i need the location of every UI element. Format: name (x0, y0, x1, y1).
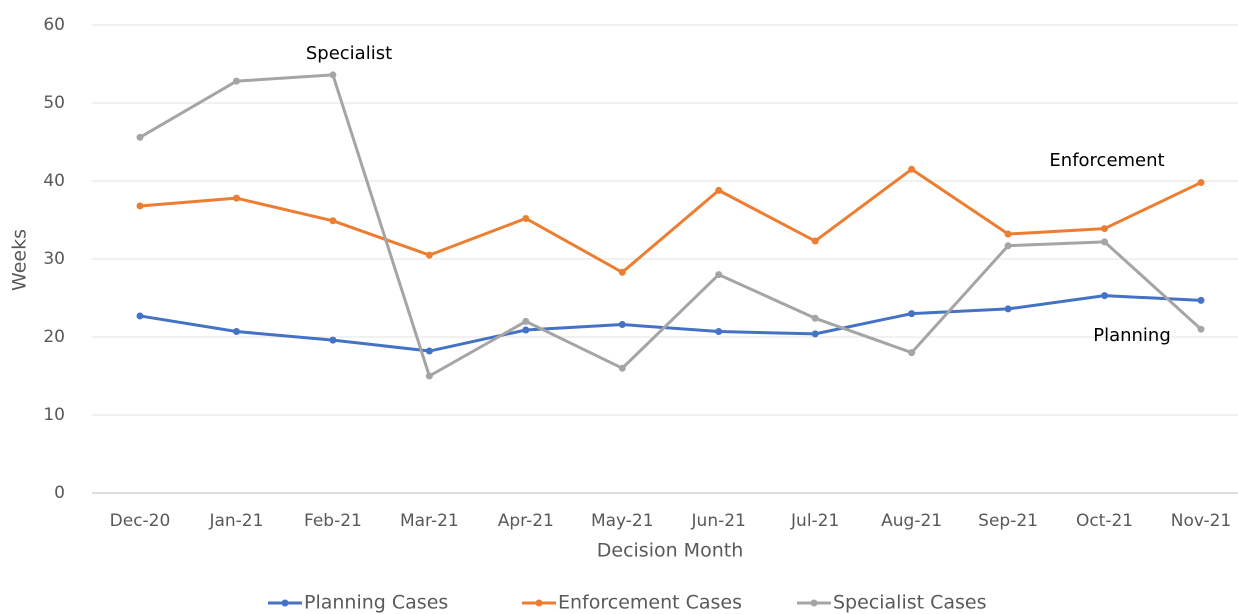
point (232, 77, 240, 85)
legend-marker (535, 599, 543, 607)
point (425, 347, 433, 355)
point (329, 71, 337, 79)
x-axis-title: Decision Month (597, 540, 743, 562)
point (1101, 238, 1109, 246)
point (232, 328, 240, 336)
point (1004, 242, 1012, 250)
x-tick-label: Jun-21 (691, 511, 746, 531)
point (1197, 179, 1205, 187)
point (136, 133, 144, 141)
point (329, 217, 337, 225)
point (811, 330, 819, 338)
point (1101, 225, 1109, 233)
point (232, 194, 240, 202)
point (425, 372, 433, 380)
point (908, 310, 916, 318)
y-tick-label: 20 (43, 327, 65, 347)
legend-label: Planning Cases (304, 592, 448, 614)
x-tick-label: Apr-21 (498, 511, 554, 531)
annotation: Enforcement (1049, 150, 1164, 171)
series-line (139, 73, 1203, 378)
y-tick-label: 40 (43, 171, 65, 191)
y-tick-label: 0 (54, 483, 65, 503)
x-tick-label: Nov-21 (1171, 511, 1232, 531)
point (425, 251, 433, 259)
point (715, 186, 723, 194)
annotation: Planning (1093, 325, 1171, 346)
y-tick-label: 30 (43, 249, 65, 269)
x-tick-label: Dec-20 (110, 511, 171, 531)
x-tick-label: Oct-21 (1076, 511, 1133, 531)
point (618, 268, 626, 276)
x-tick-label: Jul-21 (790, 511, 839, 531)
point (136, 202, 144, 210)
legend-label: Enforcement Cases (558, 592, 742, 614)
point (1004, 305, 1012, 313)
point (522, 214, 530, 222)
point (329, 336, 337, 344)
legend-marker (281, 599, 289, 607)
point (522, 317, 530, 325)
x-tick-label: Jan-21 (208, 511, 263, 531)
point (1101, 292, 1109, 300)
x-tick-label: Mar-21 (400, 511, 459, 531)
point (618, 364, 626, 372)
point (1197, 325, 1205, 333)
point (715, 328, 723, 336)
point (136, 312, 144, 320)
point (522, 326, 530, 334)
legend-marker (810, 599, 818, 607)
x-tick-label: Feb-21 (304, 511, 362, 531)
point (618, 321, 626, 329)
y-axis-title: Weeks (9, 229, 31, 291)
y-tick-label: 60 (43, 15, 65, 35)
point (811, 237, 819, 245)
point (811, 314, 819, 322)
point (908, 165, 916, 173)
point (1197, 296, 1205, 304)
x-tick-label: May-21 (591, 511, 654, 531)
annotation: Specialist (306, 43, 392, 64)
series-line (139, 167, 1202, 274)
point (1004, 230, 1012, 238)
y-tick-label: 10 (43, 405, 65, 425)
legend-label: Specialist Cases (833, 592, 987, 614)
x-tick-label: Sep-21 (978, 511, 1038, 531)
point (715, 271, 723, 279)
series-line (139, 294, 1202, 353)
point (908, 349, 916, 357)
y-tick-label: 50 (43, 93, 65, 113)
x-tick-label: Aug-21 (881, 511, 942, 531)
